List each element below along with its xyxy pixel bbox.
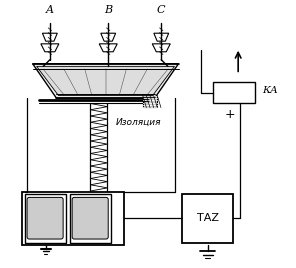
Bar [22,192,124,245]
Polygon shape [152,44,170,52]
Text: ТАZ: ТАZ [197,213,219,223]
Polygon shape [101,33,116,41]
FancyBboxPatch shape [72,198,108,239]
Polygon shape [99,44,117,52]
Text: Изоляция: Изоляция [116,118,162,126]
Polygon shape [37,66,175,96]
Text: КА: КА [262,86,278,95]
Bar [182,194,233,243]
Bar [25,194,66,243]
Bar [143,96,157,107]
Text: B: B [104,5,112,15]
Polygon shape [42,33,57,41]
Polygon shape [154,33,169,41]
Bar [70,194,111,243]
Bar [213,82,255,103]
Text: C: C [157,5,165,15]
FancyBboxPatch shape [27,198,63,239]
Text: +: + [225,108,235,121]
Polygon shape [41,44,59,52]
Polygon shape [33,64,178,98]
Text: A: A [46,5,54,15]
